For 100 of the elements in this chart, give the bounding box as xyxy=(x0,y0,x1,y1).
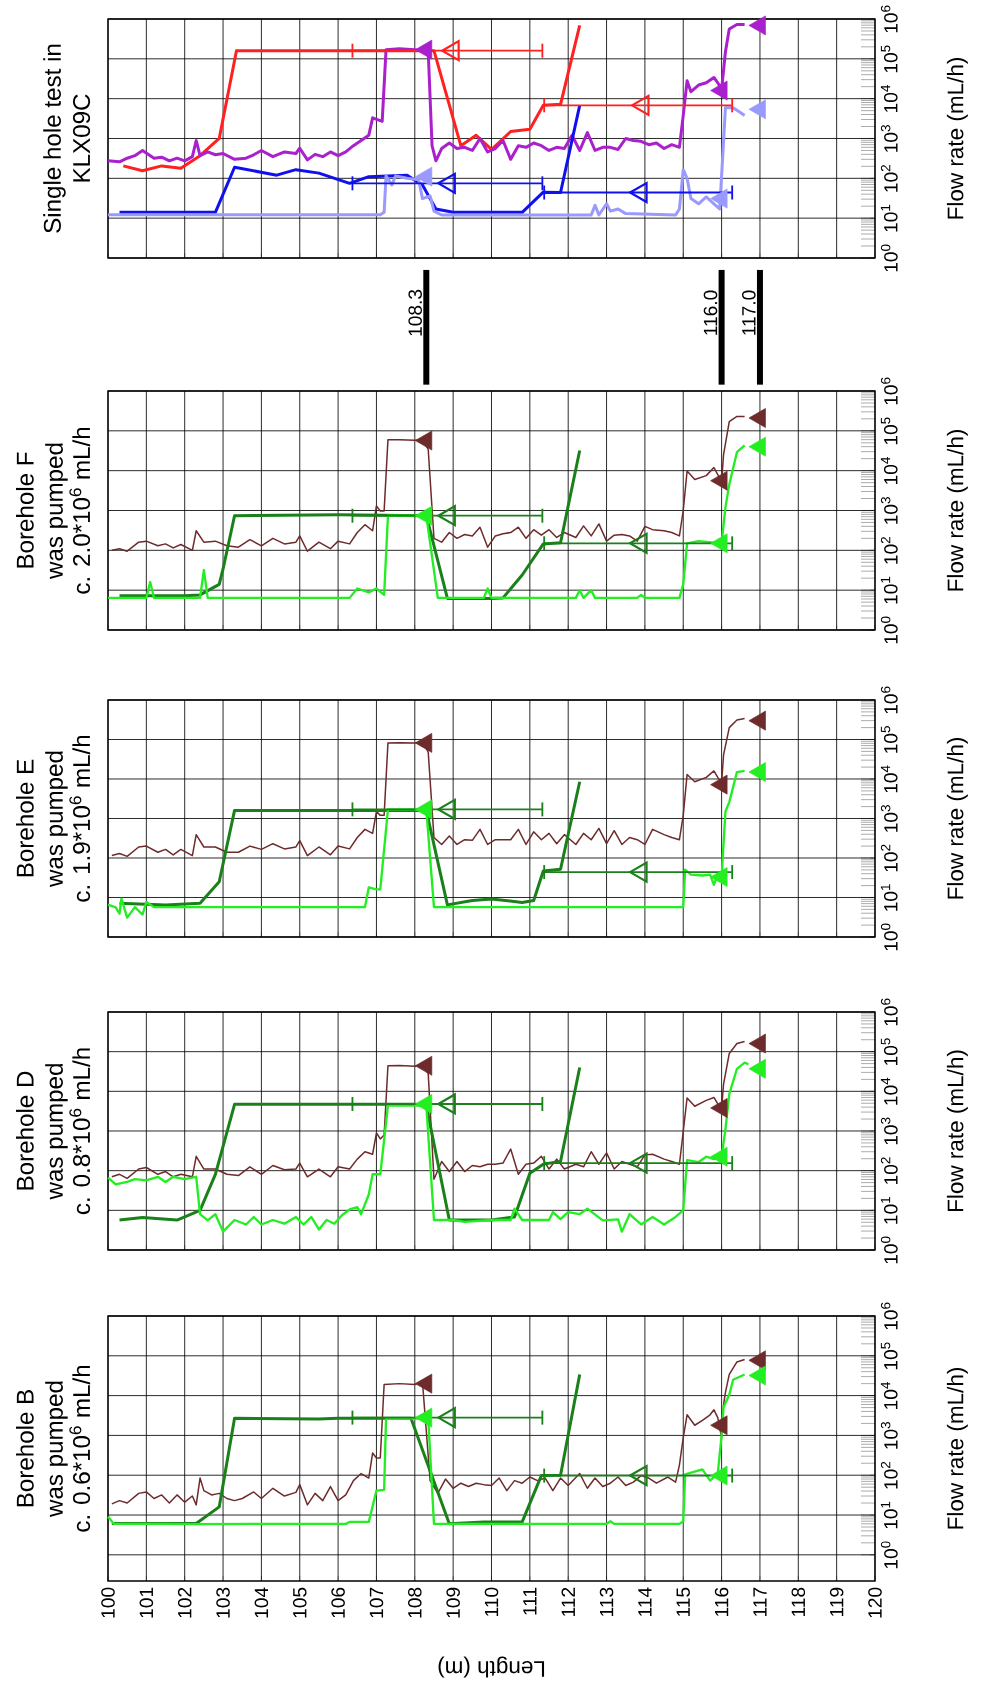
x-tick-label: 104 xyxy=(254,1587,269,1618)
x-tick-label: 107 xyxy=(369,1587,384,1618)
y-tick-label: 10$^{1}$ xyxy=(880,884,898,911)
y-tick-label: 10$^{6}$ xyxy=(880,686,898,714)
point xyxy=(710,1098,728,1118)
y-tick-label: 10$^{3}$ xyxy=(880,805,898,832)
text: c. 2.0*10$^{6}$ mL/h xyxy=(69,427,91,594)
point xyxy=(414,1094,433,1114)
x-tick-label: 102 xyxy=(177,1587,192,1618)
point xyxy=(748,99,766,120)
x-tick-label: 109 xyxy=(446,1587,460,1618)
y-tick-label: 10$^{1}$ xyxy=(880,1501,898,1529)
point xyxy=(414,505,433,526)
text: c. 1.9*10$^{6}$ mL/h xyxy=(69,735,91,902)
y-axis-title: Flow rate (mL/h) xyxy=(946,1050,968,1212)
point xyxy=(628,181,648,204)
point xyxy=(710,533,728,554)
line-series xyxy=(111,1040,746,1180)
point xyxy=(414,39,433,60)
text: c. 0.8*10$^{6}$ mL/h xyxy=(69,1048,91,1215)
x-tick-label: 108 xyxy=(408,1587,422,1618)
y-tick-label: 10$^{2}$ xyxy=(880,1157,898,1184)
y-tick-label: 10$^{2}$ xyxy=(880,844,898,872)
x-tick-label: 117 xyxy=(753,1587,767,1616)
x-tick-label: 105 xyxy=(292,1587,307,1618)
y-tick-label: 10$^{3}$ xyxy=(880,1117,898,1145)
point xyxy=(414,1373,433,1394)
x-axis-title: Length (m) xyxy=(438,1656,545,1678)
point xyxy=(628,1152,648,1174)
line-series xyxy=(111,1358,746,1506)
point xyxy=(414,799,433,820)
text: Borehole F was pumped xyxy=(15,443,68,580)
y-tick-label: 10$^{6}$ xyxy=(880,1302,898,1330)
y-tick-label: 10$^{2}$ xyxy=(880,537,898,564)
x-tick-label: 119 xyxy=(829,1587,844,1616)
y-axis-title: Flow rate (mL/h) xyxy=(946,1368,968,1529)
point xyxy=(710,867,728,887)
y-axis-title: Flow rate (mL/h) xyxy=(946,58,968,219)
point xyxy=(414,166,433,187)
y-tick-label: 10$^{6}$ xyxy=(880,5,898,33)
x-tick-label: 111 xyxy=(523,1587,537,1615)
point xyxy=(628,1464,648,1487)
y-tick-label: 10$^{6}$ xyxy=(880,998,898,1026)
point xyxy=(748,15,766,36)
x-tick-label: 114 xyxy=(638,1587,652,1616)
point xyxy=(748,1350,766,1371)
y-tick-label: 10$^{0}$ xyxy=(880,616,898,644)
x-tick-label: 113 xyxy=(599,1587,614,1616)
y-tick-label: 10$^{2}$ xyxy=(880,165,898,192)
point xyxy=(414,733,433,753)
point xyxy=(710,774,728,795)
text: Single hole test in KLX09C xyxy=(43,44,91,233)
point xyxy=(748,1033,766,1054)
y-tick-label: 10$^{5}$ xyxy=(880,726,898,753)
point xyxy=(710,1415,728,1436)
point xyxy=(628,532,648,554)
y-tick-label: 10$^{0}$ xyxy=(880,1236,898,1264)
line-series xyxy=(106,1373,746,1526)
y-tick-label: 10$^{1}$ xyxy=(880,204,898,232)
x-tick-label: 115 xyxy=(676,1587,690,1616)
point xyxy=(748,1058,766,1079)
x-tick-label: 112 xyxy=(561,1587,575,1616)
x-tick-label: 120 xyxy=(868,1587,882,1618)
text: Borehole B was pumped xyxy=(15,1381,68,1518)
x-tick-label: 101 xyxy=(139,1587,154,1618)
point xyxy=(710,1146,728,1167)
point xyxy=(748,408,766,428)
y-tick-label: 10$^{5}$ xyxy=(880,1038,898,1065)
y-tick-label: 10$^{0}$ xyxy=(880,244,898,272)
line-series xyxy=(106,444,746,600)
point xyxy=(441,40,460,62)
y-tick-label: 10$^{4}$ xyxy=(880,1077,898,1105)
point xyxy=(748,1365,766,1386)
y-tick-label: 10$^{3}$ xyxy=(880,1422,898,1449)
y-tick-label: 10$^{0}$ xyxy=(880,923,898,951)
point xyxy=(437,798,456,821)
point xyxy=(414,430,433,451)
y-tick-label: 10$^{6}$ xyxy=(880,377,898,405)
point xyxy=(437,505,456,527)
text: Borehole D was pumped xyxy=(15,1064,68,1200)
y-tick-label: 10$^{5}$ xyxy=(880,45,898,73)
point xyxy=(710,188,728,209)
y-tick-label: 10$^{5}$ xyxy=(880,1342,898,1370)
line-series xyxy=(106,22,747,164)
point xyxy=(748,762,766,782)
point xyxy=(628,861,648,883)
text: Borehole E was pumped xyxy=(15,751,68,888)
point xyxy=(414,1055,433,1076)
text: c. 0.6*10$^{6}$ mL/h xyxy=(69,1365,91,1532)
y-tick-label: 10$^{2}$ xyxy=(880,1461,898,1489)
y-tick-label: 10$^{0}$ xyxy=(880,1541,898,1569)
y-axis-title: Flow rate (mL/h) xyxy=(946,430,968,591)
x-tick-label: 106 xyxy=(331,1587,345,1618)
x-tick-label: 100 xyxy=(101,1587,115,1618)
y-axis-title: Flow rate (mL/h) xyxy=(946,738,968,899)
point xyxy=(748,710,766,731)
y-tick-label: 10$^{4}$ xyxy=(880,85,898,112)
point xyxy=(414,1407,433,1428)
line-series xyxy=(106,106,747,217)
y-tick-label: 10$^{3}$ xyxy=(880,125,898,152)
